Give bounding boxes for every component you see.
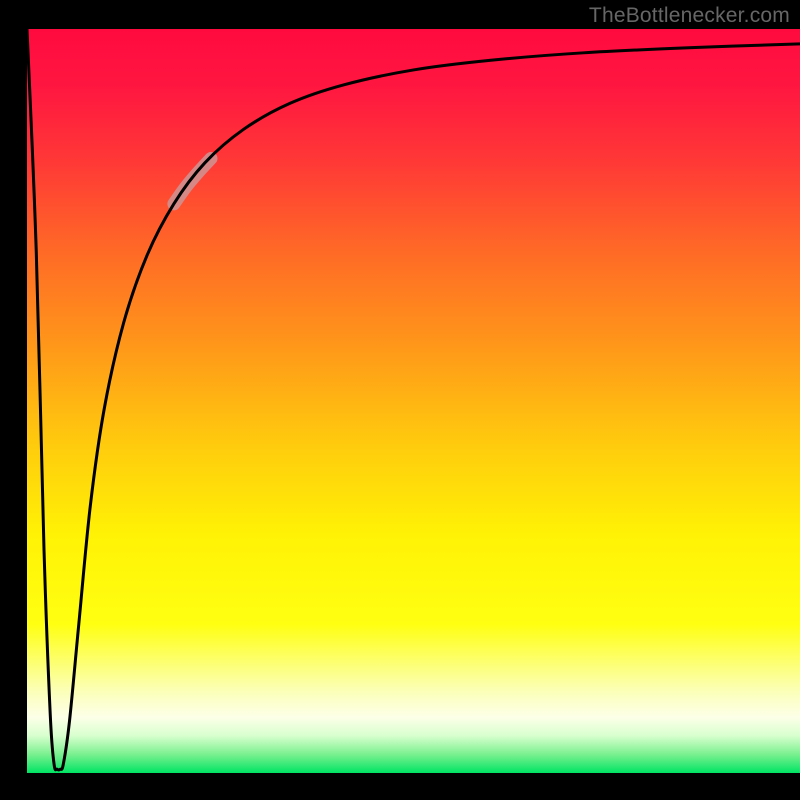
chart-background-gradient bbox=[27, 29, 800, 773]
bottleneck-chart bbox=[0, 0, 800, 800]
watermark-text: TheBottlenecker.com bbox=[589, 4, 790, 28]
